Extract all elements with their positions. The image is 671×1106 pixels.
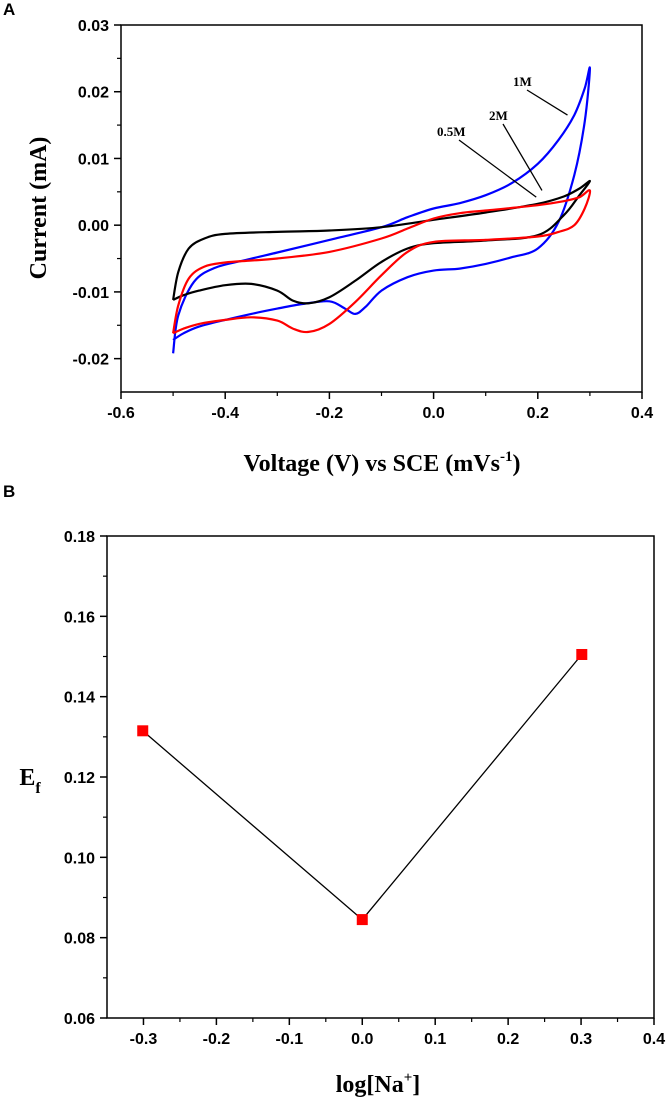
b-x-tick-label: -0.2	[203, 1031, 231, 1048]
annotation-leader-line-0_5M	[458, 139, 537, 198]
a-x-tick-label: -0.4	[211, 405, 239, 422]
panel-b-ticks: -0.3 -0.2 -0.1 0.0 0.1 0.2 0.3 0.4 0.06 0.08 0.10 0…	[64, 529, 665, 1048]
panel-b-plot-frame	[106, 535, 655, 1019]
a-x-tick-label: -0.2	[316, 405, 344, 422]
panel-b-x-axis-title: log[Na+]	[336, 1070, 421, 1098]
panel-b-y-axis-title-main: E	[19, 765, 35, 791]
a-series-line-1M	[172, 66, 591, 354]
b-data-point-marker	[356, 914, 368, 926]
a-x-tick-label: 0.2	[527, 405, 549, 422]
b-x-tick-label: 0.2	[497, 1031, 519, 1048]
a-y-tick-label: 0.02	[78, 85, 109, 102]
a-y-tick-label: -0.02	[73, 352, 110, 369]
b-y-tick-label: 0.14	[64, 690, 95, 707]
panel-a-x-axis-title-main: Voltage (V) vs SCE (mVs	[244, 451, 500, 477]
panel-a-letter: A	[3, 0, 15, 19]
panel-a-series	[172, 66, 592, 354]
b-y-tick-label: 0.16	[64, 609, 95, 626]
panel-b-x-axis-title-suffix: ]	[412, 1072, 420, 1098]
b-data-point-marker	[137, 725, 149, 737]
b-y-tick-label: 0.12	[64, 770, 95, 787]
panel-a-chart: A -0.6 -0.4 -0.2 0.0 0.2 0.4 -0.02 -0.01 0.00 0.0…	[3, 0, 653, 477]
annotation-leader-line-2M	[502, 123, 543, 191]
a-x-tick-label: -0.6	[107, 405, 135, 422]
b-y-tick-label: 0.08	[64, 931, 95, 948]
annotation-label-1M: 1M	[513, 74, 532, 89]
annotation-label-2M: 2M	[489, 108, 508, 123]
panel-b-y-axis-title-sub: f	[35, 780, 41, 797]
panel-a-ticks: -0.6 -0.4 -0.2 0.0 0.2 0.4 -0.02 -0.01 0.00 0.01 0…	[73, 18, 654, 422]
panel-b-series	[137, 648, 588, 926]
b-y-tick-label: 0.10	[64, 850, 95, 867]
panel-b-letter: B	[3, 482, 15, 501]
a-series-line-0_5M	[172, 189, 592, 335]
b-x-tick-label: -0.1	[276, 1031, 304, 1048]
panel-b-x-axis-title-main: log[Na	[336, 1072, 404, 1098]
b-x-tick-label: 0.4	[643, 1031, 665, 1048]
a-y-tick-label: -0.01	[73, 285, 110, 302]
b-x-tick-label: 0.0	[351, 1031, 373, 1048]
b-series-line-Ef	[142, 654, 583, 921]
panel-a-x-axis-title-suffix: )	[512, 451, 520, 477]
b-data-point-marker	[576, 648, 588, 660]
b-x-tick-label: -0.3	[130, 1031, 158, 1048]
annotation-leader-line-1M	[526, 89, 568, 116]
b-x-tick-label: 0.3	[570, 1031, 592, 1048]
a-y-tick-label: 0.03	[78, 18, 109, 35]
panel-b-x-axis-title-sup: +	[404, 1070, 413, 1086]
b-x-tick-label: 0.1	[424, 1031, 446, 1048]
a-x-tick-label: 0.0	[422, 405, 444, 422]
panel-a-y-axis-title: Current (mA)	[26, 137, 52, 280]
a-y-tick-label: 0.00	[78, 218, 109, 235]
panel-b-chart: B -0.3 -0.2 -0.1 0.0 0.1 0.2 0.3 0.4 0.06 0.08 0.1…	[3, 482, 665, 1098]
b-y-tick-label: 0.18	[64, 529, 95, 546]
panel-a-x-axis-title: Voltage (V) vs SCE (mVs-1)	[244, 449, 521, 477]
panel-b-y-axis-title: Ef	[19, 765, 41, 797]
annotation-label-0_5M: 0.5M	[437, 124, 466, 139]
panel-a-annotations: 1M 2M 0.5M	[437, 74, 568, 198]
a-series-line-2M	[172, 179, 591, 305]
panel-a-x-axis-title-sup: -1	[500, 449, 513, 465]
a-y-tick-label: 0.01	[78, 151, 109, 168]
b-y-tick-label: 0.06	[64, 1011, 95, 1028]
a-x-tick-label: 0.4	[631, 405, 653, 422]
